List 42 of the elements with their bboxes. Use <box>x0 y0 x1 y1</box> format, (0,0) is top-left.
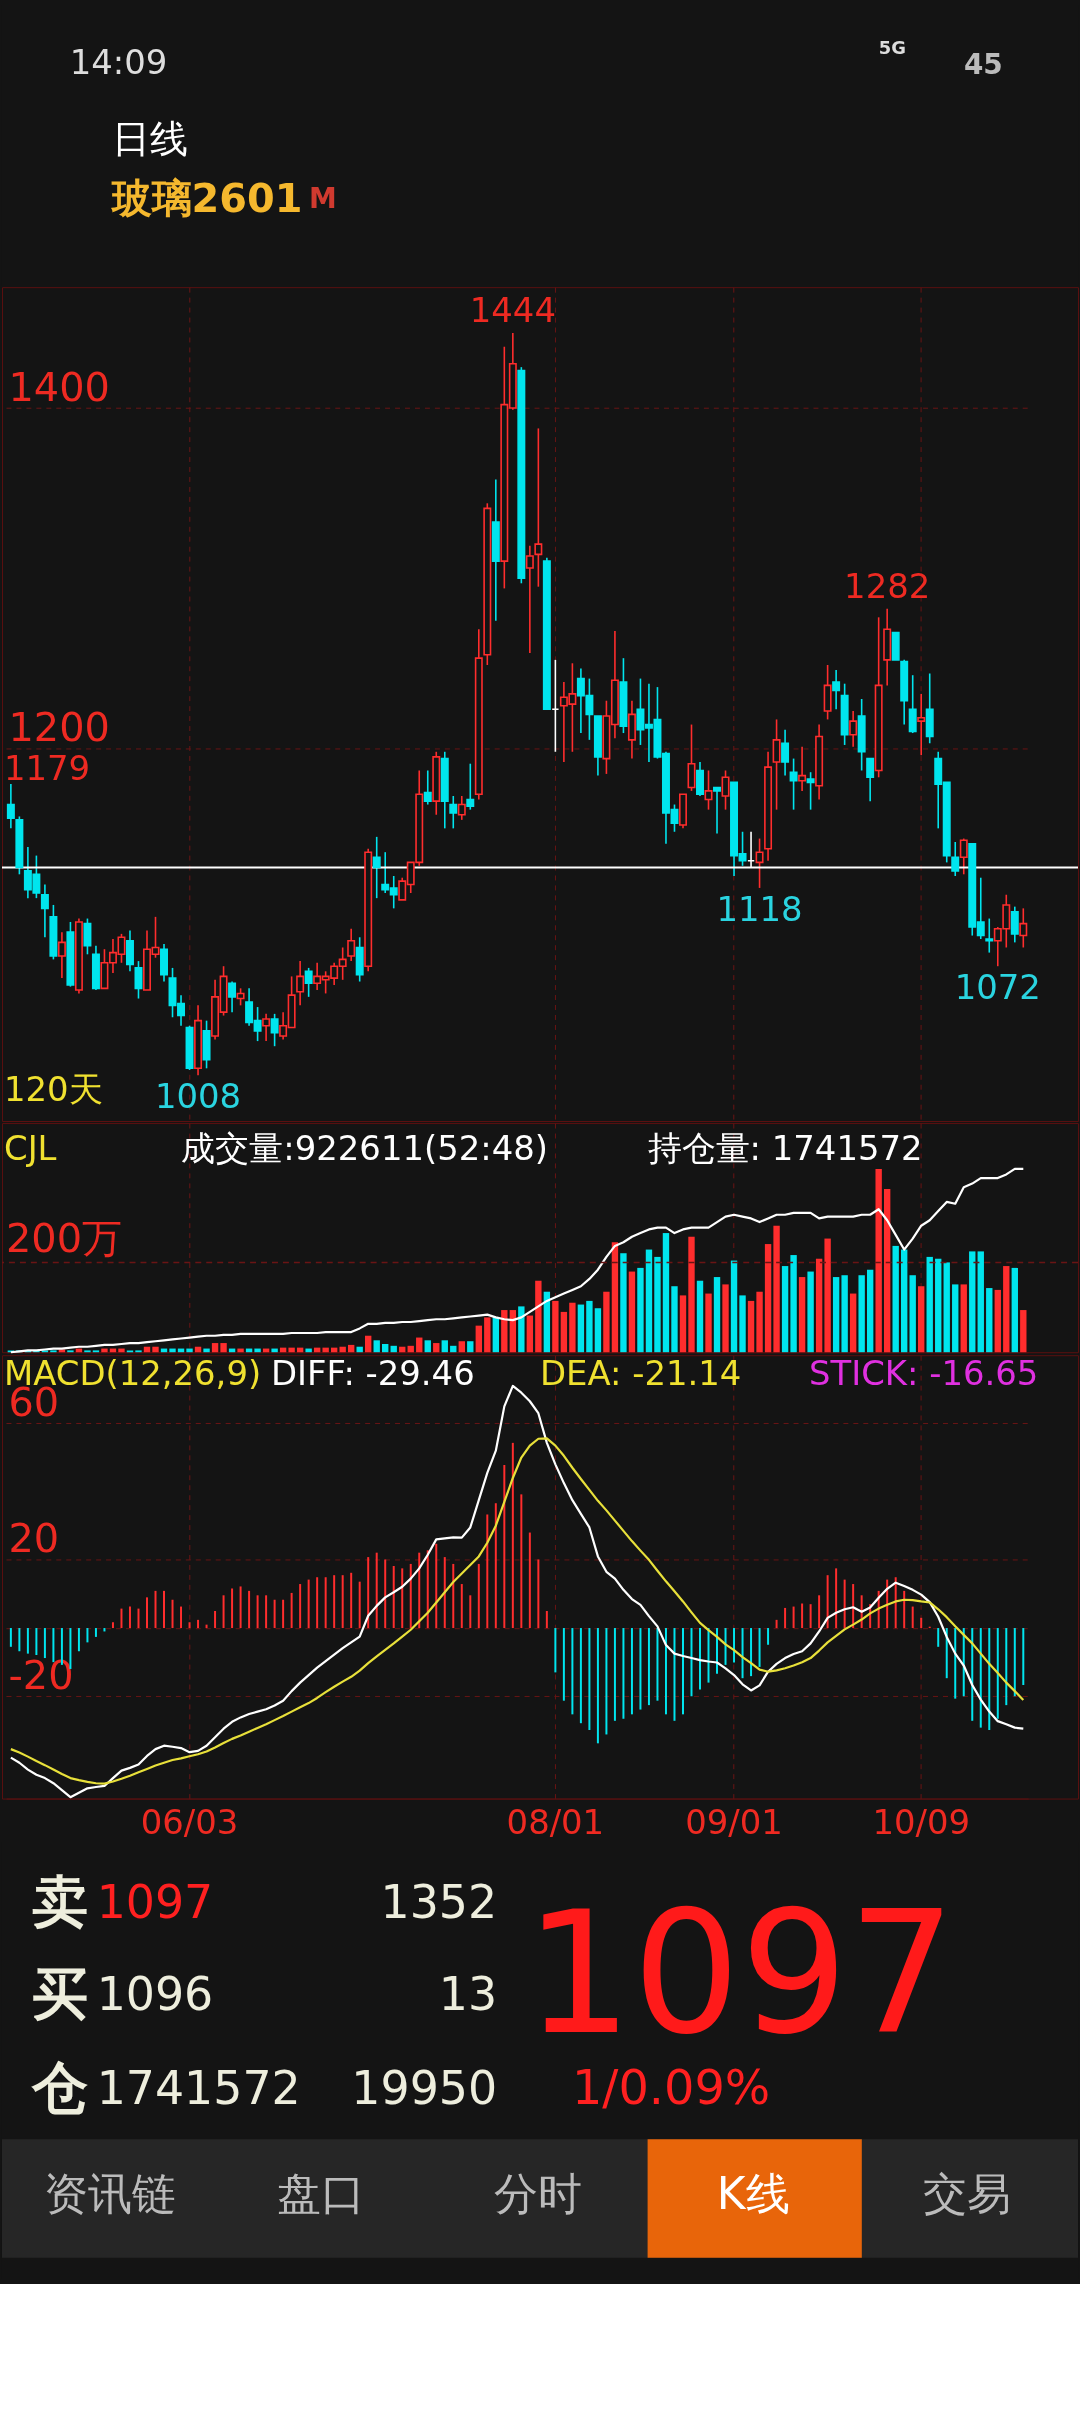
text: 45 <box>963 47 1003 81</box>
text: 仓 <box>30 2055 88 2121</box>
text: K线 <box>716 2168 790 2220</box>
text: 13 <box>438 1966 498 2021</box>
y-tick-label: 20 <box>8 1515 60 1562</box>
annotation: 1118 <box>716 889 803 929</box>
text: 卖 <box>31 1869 88 1935</box>
annotation: DIFF: -29.46 <box>271 1354 475 1394</box>
text: 1096 <box>96 1966 214 2021</box>
annotation: DEA: -21.14 <box>540 1354 742 1394</box>
annotation: 1282 <box>844 566 931 606</box>
text: M <box>308 182 337 216</box>
x-tick-label: 09/01 <box>685 1802 783 1842</box>
x-tick-label: 10/09 <box>872 1802 970 1842</box>
x-tick-label: 08/01 <box>506 1802 605 1842</box>
text: 买 <box>31 1960 88 2026</box>
y-tick-label: 1200 <box>8 703 110 750</box>
annotation: 1072 <box>954 968 1041 1008</box>
text: 交易 <box>923 2168 1012 2220</box>
annotation: 1179 <box>3 749 91 789</box>
text: 成交量:922611(52:48) <box>181 1128 548 1168</box>
x-tick-label: 06/03 <box>140 1802 239 1842</box>
text: 玻璃2601 <box>109 175 303 222</box>
text: 分时 <box>494 2168 583 2220</box>
text: 5G <box>878 37 906 59</box>
text: 1352 <box>380 1875 498 1930</box>
text: 资讯链 <box>43 2168 176 2220</box>
text: 盘口 <box>276 2168 365 2220</box>
ref-line-label: 200万 <box>5 1215 123 1262</box>
annotation: 1444 <box>469 291 556 331</box>
text: 19950 <box>351 2061 498 2116</box>
text: 1097 <box>96 1875 214 1930</box>
y-tick-label: 1400 <box>8 363 110 410</box>
text: 日线 <box>111 116 188 161</box>
annotation: STICK: -16.65 <box>809 1354 1039 1394</box>
annotation: 120天 <box>3 1070 103 1110</box>
annotation: 1008 <box>154 1077 242 1117</box>
y-tick-label: -20 <box>8 1651 74 1698</box>
text: 持仓量: 1741572 <box>647 1128 923 1168</box>
text: CJL <box>3 1128 57 1168</box>
text: 1741572 <box>96 2061 301 2116</box>
text: 14:09 <box>69 42 168 82</box>
